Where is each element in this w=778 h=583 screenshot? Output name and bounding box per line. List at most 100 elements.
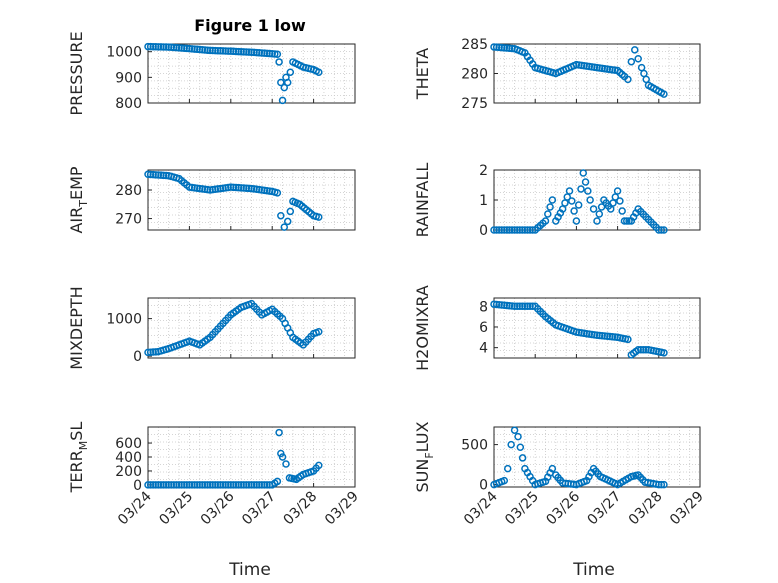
data-point [255, 481, 264, 489]
data-point [490, 43, 498, 51]
data-point [286, 207, 295, 216]
data-point [263, 49, 271, 58]
subplot-5: 0 1000 MIXDEPTH [67, 286, 356, 370]
y-axis-label: THETA [413, 48, 432, 100]
data-point [175, 481, 183, 489]
data-point [568, 197, 576, 205]
data-point [277, 78, 285, 87]
data-point [600, 332, 609, 340]
data-point [201, 481, 209, 489]
data-point [154, 481, 163, 489]
data-point [157, 481, 165, 489]
data-point [188, 45, 196, 53]
data-point [507, 440, 515, 449]
data-point [185, 481, 194, 489]
data-point [227, 481, 235, 489]
data-point [570, 207, 578, 215]
data-point [275, 58, 283, 66]
data-point [563, 193, 571, 201]
data-point [505, 44, 514, 53]
data-point [245, 48, 253, 56]
data-point [216, 481, 225, 489]
data-point [183, 44, 191, 53]
data-point [273, 189, 282, 197]
data-point [242, 184, 251, 192]
data-point [500, 226, 509, 234]
data-point [595, 331, 604, 340]
y-tick-label: 0 [133, 349, 142, 365]
data-point [247, 48, 256, 56]
y-tick-label: 0 [479, 223, 488, 239]
data-point [250, 481, 258, 489]
data-point [315, 461, 323, 470]
data-point [232, 481, 240, 489]
y-tick-label: 285 [461, 37, 488, 53]
data-point [500, 301, 509, 309]
data-point [157, 171, 165, 179]
data-point [565, 187, 574, 195]
data-point [572, 217, 581, 225]
subplot-2: 275 280 285 THETA [413, 37, 701, 112]
data-point [234, 183, 243, 192]
data-point [639, 345, 648, 354]
x-axis-label-left: Time [228, 560, 271, 580]
data-point [490, 226, 498, 234]
data-point [196, 45, 204, 54]
data-point [162, 43, 170, 51]
data-point [260, 49, 269, 57]
data-point [252, 48, 261, 57]
data-point [234, 481, 243, 489]
x-tick-label: 03/27 [239, 489, 279, 529]
data-point [627, 57, 636, 66]
data-point [548, 196, 557, 204]
data-point [513, 302, 521, 311]
data-point [495, 300, 503, 309]
data-point [185, 44, 194, 53]
data-point [503, 44, 511, 52]
y-tick-label: 6 [479, 320, 488, 336]
y-tick-label: 1 [479, 193, 488, 209]
y-axis-label: PRESSURE [67, 31, 86, 115]
subplot-8: 03/24 03/25 03/26 03/27 03/28 03/29 0 500 SUNFLU… [413, 421, 707, 528]
data-point [229, 47, 238, 56]
data-point [216, 47, 225, 55]
data-point [144, 348, 152, 357]
data-point [505, 302, 514, 310]
data-point [523, 226, 532, 234]
data-point [526, 302, 534, 311]
data-point [193, 481, 201, 489]
data-point [561, 199, 569, 207]
y-axis-label: H2OMIXRA [413, 285, 432, 371]
data-point [149, 481, 157, 489]
y-tick-label: 275 [461, 96, 488, 112]
data-point [237, 184, 245, 192]
data-point [206, 481, 214, 489]
y-tick-label: 270 [115, 212, 142, 228]
data-point [611, 333, 619, 341]
data-point [660, 90, 668, 98]
data-point [227, 183, 235, 191]
data-point [278, 96, 287, 105]
y-axis-label: MIXDEPTH [67, 286, 86, 369]
data-point [286, 68, 295, 76]
data-point [558, 205, 567, 213]
data-point [237, 481, 245, 489]
data-point [516, 443, 525, 452]
data-point [634, 345, 642, 354]
y-tick-label: 8 [479, 299, 488, 315]
subplot-1: 800 900 1000 PRESSURE [67, 31, 356, 116]
y-tick-label: 280 [461, 67, 488, 83]
data-point [203, 46, 212, 54]
y-tick-label: 280 [115, 183, 142, 199]
data-point [196, 481, 204, 489]
data-point [581, 178, 590, 186]
data-point [625, 217, 633, 225]
data-point [526, 226, 534, 234]
data-point [201, 46, 209, 54]
x-tick-label: 03/24 [461, 488, 501, 528]
data-point [219, 481, 227, 489]
data-point [144, 481, 152, 489]
data-point [239, 48, 248, 56]
data-point [232, 47, 240, 56]
